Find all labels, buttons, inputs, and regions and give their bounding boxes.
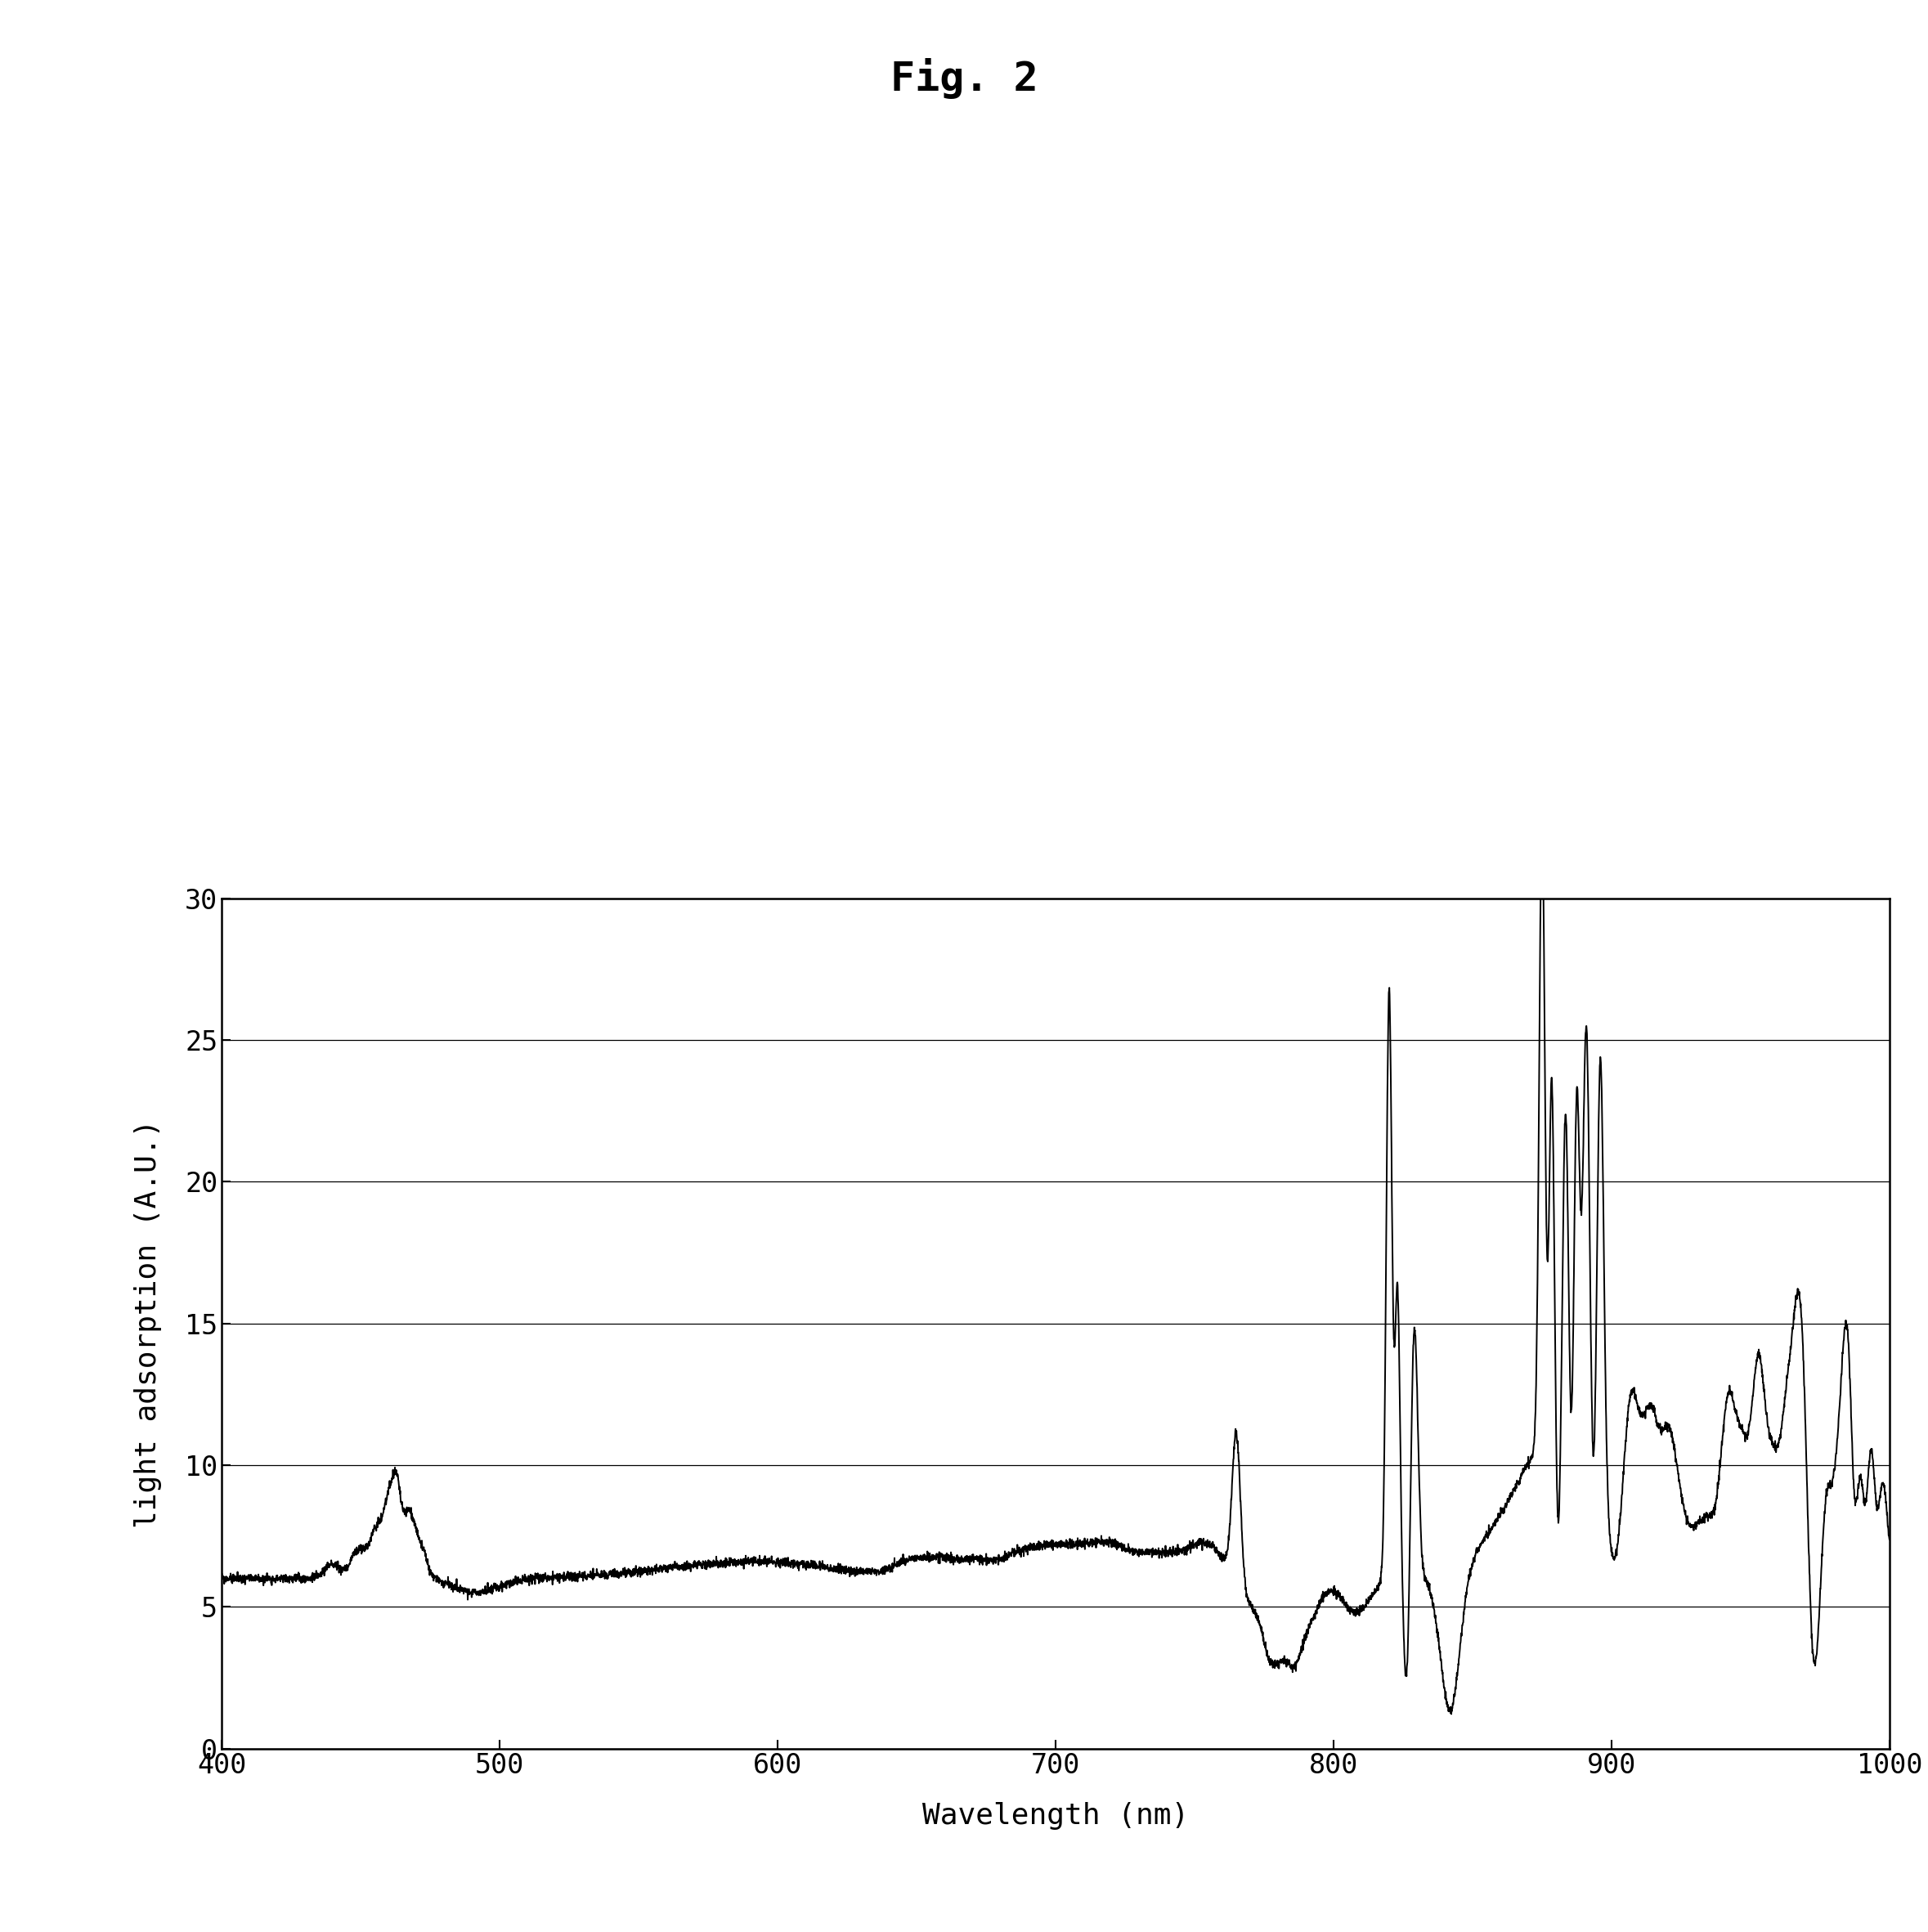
Y-axis label: light adsorption (A.U.): light adsorption (A.U.): [135, 1119, 162, 1528]
X-axis label: Wavelength (nm): Wavelength (nm): [922, 1803, 1190, 1830]
Text: Fig. 2: Fig. 2: [891, 58, 1037, 99]
